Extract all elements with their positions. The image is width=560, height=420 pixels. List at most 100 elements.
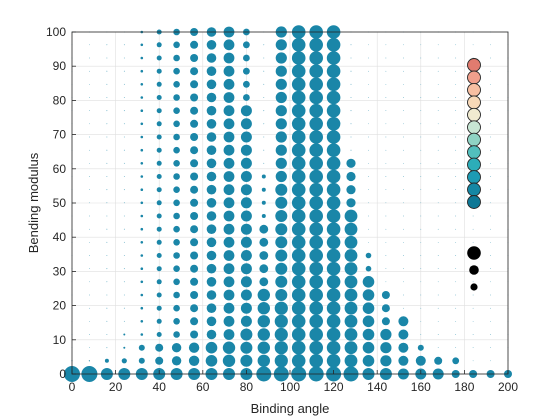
bubble-point [123,176,125,177]
bubble-point [257,354,270,367]
bubble-point [106,281,108,283]
bubble-point [223,144,235,156]
bubble-point [326,314,341,329]
bubble-point [190,251,199,260]
bubble-point [106,334,108,335]
bubble-point [106,215,108,217]
bubble-point [240,263,252,275]
bubble-point [123,202,125,204]
bubble-point [140,306,144,310]
bubble-point [123,149,125,151]
bubble-point [437,255,439,256]
bubble-point [206,211,217,221]
bubble-point [223,197,235,209]
bubble-point [490,334,491,335]
bubble-point [385,176,387,177]
y-tick-label: 0 [59,367,66,381]
bubble-point [88,360,90,362]
bubble-point [89,255,90,256]
bubble-point [437,70,439,72]
bubble-point [190,212,199,220]
bubble-point [223,52,235,64]
bubble-point [155,343,164,352]
bubble-point [437,347,439,349]
x-tick-label: 100 [280,380,300,394]
bubble-point [89,320,90,322]
bubble-point [140,188,144,191]
bubble-point [123,83,125,85]
bubble-point [291,169,306,184]
bubble-point [140,148,144,152]
bubble-point [173,94,180,101]
bubble-point [274,314,288,328]
bubble-point [240,118,252,130]
bubble-point [291,156,306,171]
bubble-point [455,83,457,85]
bubble-point [275,196,288,209]
bubble-point [420,307,422,309]
bubble-point [257,302,270,315]
x-tick-label: 80 [240,380,254,394]
bubble-point [309,275,324,289]
bubble-point [206,303,217,314]
bubble-point [257,315,270,328]
bubble-point [291,248,306,263]
bubble-point [291,51,306,65]
color-legend-swatch [467,58,481,72]
bubble-point [350,149,352,151]
bubble-point [344,341,358,355]
bubble-point [156,253,162,258]
bubble-point [243,80,250,88]
size-legend-small [470,283,478,291]
y-tick-label: 20 [53,299,67,313]
bubble-point [106,83,108,85]
bubble-point [190,185,199,194]
bubble-point [275,131,287,143]
bubble-point [156,239,162,245]
bubble-point [420,255,422,256]
bubble-point [368,149,369,151]
bubble-point [344,235,358,249]
bubble-point [140,83,144,86]
bubble-point [275,170,287,183]
bubble-point [206,263,217,274]
bubble-point [155,356,164,365]
bubble-point [490,136,491,138]
bubble-point [326,301,341,316]
bubble-point [206,119,217,129]
color-legend-swatch [467,120,481,135]
bubble-point [138,357,145,364]
bubble-point [173,133,180,141]
bubble-point [275,65,287,77]
bubble-point [123,136,125,138]
bubble-point [222,341,236,354]
bubble-point [368,202,369,204]
bubble-point [326,209,341,223]
bubble-point [206,316,217,327]
bubble-point [380,328,392,341]
bubble-point [291,314,306,329]
bubble-point [490,320,491,322]
bubble-point [455,189,457,191]
bubble-point [472,241,474,243]
bubble-point [140,293,144,297]
bubble-point [190,277,199,286]
bubble-point [490,215,491,217]
bubble-point [261,214,266,218]
bubble-point [156,318,162,324]
bubble-point [89,83,90,85]
bubble-point [490,360,491,362]
bubble-point [123,97,125,98]
bubble-point [309,288,324,302]
bubble-point [472,281,474,283]
bubble-point [140,320,144,323]
bubble-point [274,327,288,342]
bubble-point [344,262,358,276]
bubble-point [123,268,125,270]
bubble-point [346,198,356,208]
bubble-point [403,110,404,112]
bubble-point [326,235,341,250]
bubble-point [309,222,324,236]
y-tick-label: 10 [53,333,67,347]
bubble-point [263,149,265,151]
